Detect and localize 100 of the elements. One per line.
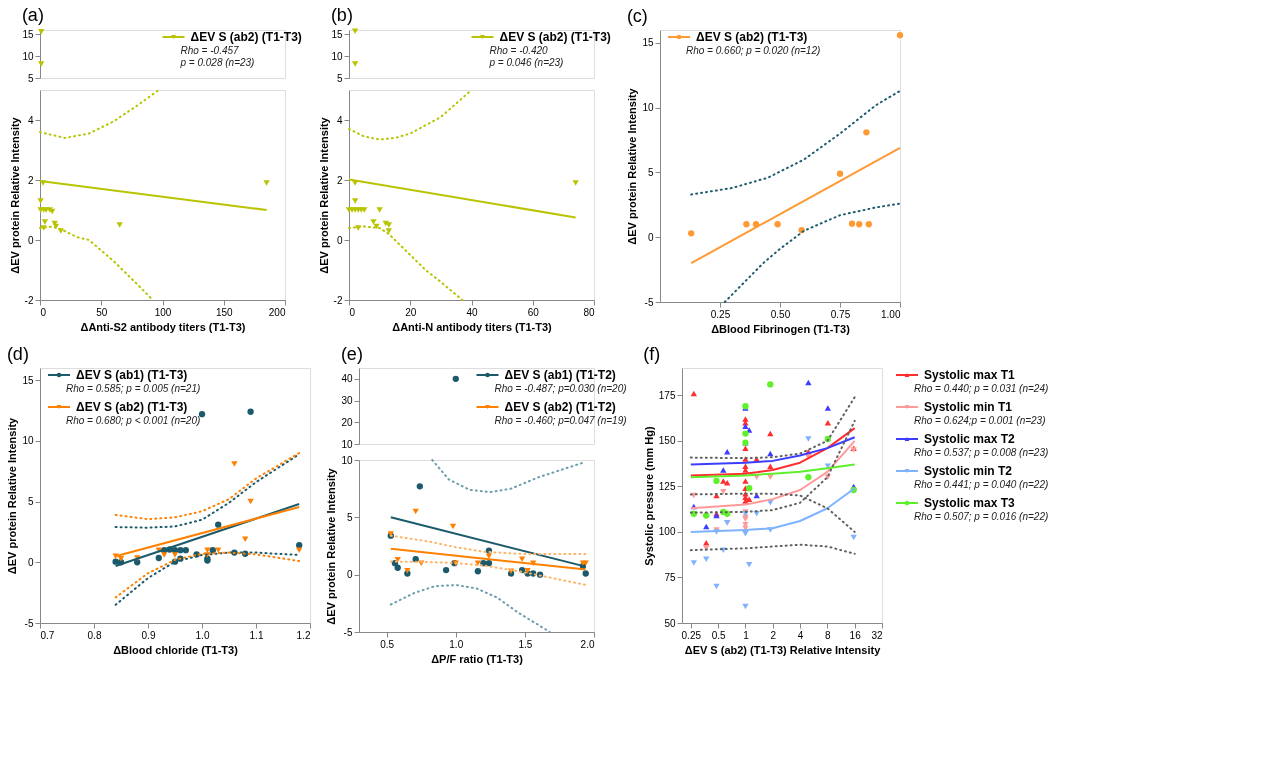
x-tick-label: 0.50 [770, 308, 791, 320]
chart-title: (e) [340, 344, 363, 364]
x-tick-label: 4 [797, 629, 804, 641]
x-tick-label: 1.0 [195, 629, 210, 641]
legend-label: Systolic min T2 [924, 464, 1013, 478]
x-tick-label: 0.25 [681, 629, 702, 641]
annotation: Rho = -0.460; p=0.047 (n=19) [494, 415, 627, 426]
x-axis-title: ΔAnti-N antibody titers (T1-T3) [392, 320, 553, 333]
y-tick-label: 10 [22, 435, 34, 447]
y-tick-label: 0 [647, 231, 654, 243]
y-tick-label: 5 [27, 72, 34, 84]
annotation: Rho = -0.457 [180, 45, 240, 56]
y-tick-label: 0 [27, 556, 34, 568]
y-tick-label: 125 [658, 480, 676, 492]
y-tick-label: 75 [664, 571, 676, 583]
y-tick-label: 10 [331, 50, 343, 62]
y-tick-label: 50 [664, 617, 676, 629]
annotation: Rho = -0.420 [489, 45, 549, 56]
annotation: p = 0.028 (n=23) [179, 57, 255, 68]
y-tick-label: 15 [331, 28, 343, 40]
y-tick-label: 5 [647, 166, 654, 178]
x-axis-title: ΔAnti-S2 antibody titers (T1-T3) [80, 320, 246, 333]
y-tick-label: 4 [27, 114, 34, 126]
y-tick-label: 5 [336, 72, 343, 84]
y-tick-label: 10 [341, 438, 353, 450]
annotation: Rho = 0.585; p = 0.005 (n=21) [66, 383, 201, 394]
x-tick-label: 1 [743, 629, 750, 641]
x-tick-label: 150 [215, 306, 234, 318]
y-tick-label: -5 [343, 626, 353, 638]
y-tick-label: -2 [333, 294, 343, 306]
x-tick-label: 16 [849, 629, 862, 641]
y-tick-label: 10 [642, 102, 654, 114]
x-tick-label: 40 [466, 306, 478, 318]
y-tick-label: -5 [24, 617, 34, 629]
legend-label: ΔEV S (ab2) (T1-T3) [499, 30, 611, 44]
x-tick-label: 1.00 [881, 308, 901, 320]
y-tick-label: 0 [336, 234, 343, 246]
y-tick-label: 15 [642, 37, 654, 49]
y-tick-label: 15 [22, 28, 34, 40]
y-tick-label: 10 [22, 50, 34, 62]
x-tick-label: 0.5 [380, 638, 395, 650]
legend-label: ΔEV S (ab1) (T1-T3) [76, 368, 188, 382]
legend-label: ΔEV S (ab1) (T1-T2) [504, 368, 616, 382]
y-tick-label: 2 [27, 174, 34, 186]
x-tick-label: 8 [825, 629, 832, 641]
x-tick-label: 80 [583, 306, 595, 318]
y-tick-label: 5 [27, 496, 34, 508]
y-tick-label: 100 [658, 526, 676, 538]
y-tick-label: 20 [341, 416, 353, 428]
y-tick-label: -5 [644, 296, 654, 308]
legend-label: ΔEV S (ab2) (T1-T2) [504, 400, 616, 414]
legend-label: ΔEV S (ab2) (T1-T3) [190, 30, 302, 44]
y-tick-label: 150 [658, 435, 676, 447]
chart-title: (d) [6, 344, 29, 364]
y-tick-label: 15 [22, 374, 34, 386]
x-tick-label: 0 [40, 306, 47, 318]
x-tick-label: 32 [871, 629, 883, 641]
y-tick-label: 0 [346, 569, 353, 581]
y-tick-label: 30 [341, 395, 353, 407]
text: Rho = 0.440; p = 0.031 (n=24) [914, 383, 1049, 394]
y-tick-label: 0 [27, 234, 34, 246]
x-tick-label: 1.5 [518, 638, 533, 650]
y-axis-title: ΔEV protein Relative Intensity [325, 467, 338, 625]
x-axis-title: ΔEV S (ab2) (T1-T3) Relative Intensity [684, 643, 882, 656]
y-tick-label: 2 [336, 174, 343, 186]
x-tick-label: 0.9 [141, 629, 156, 641]
legend-label: Systolic max T2 [924, 432, 1016, 446]
x-tick-label: 60 [527, 306, 540, 318]
y-tick-label: 40 [341, 373, 353, 385]
x-axis-title: ΔBlood Fibrinogen (T1-T3) [711, 322, 851, 335]
x-tick-label: 20 [405, 306, 417, 318]
x-tick-label: 50 [96, 306, 108, 318]
legend-label: Systolic max T3 [924, 496, 1016, 510]
x-tick-label: 1.2 [296, 629, 311, 641]
x-tick-label: 1.0 [449, 638, 464, 650]
x-tick-label: 0.7 [40, 629, 55, 641]
y-axis-title: Systolic pressure (mm Hg) [642, 425, 655, 566]
x-tick-label: 1.1 [249, 629, 264, 641]
text: Rho = 0.441; p = 0.040 (n=22) [914, 479, 1049, 490]
chart-title: (a) [21, 5, 44, 26]
x-axis-title: ΔBlood chloride (T1-T3) [113, 643, 239, 656]
annotation: p = 0.046 (n=23) [488, 57, 564, 68]
y-tick-label: 5 [346, 511, 353, 523]
text: Rho = 0.537; p = 0.008 (n=23) [914, 447, 1049, 458]
x-tick-label: 0.8 [87, 629, 102, 641]
chart-title: (c) [626, 6, 648, 26]
annotation: Rho = -0.487; p=0.030 (n=20) [494, 383, 627, 394]
x-tick-label: 0.25 [710, 308, 731, 320]
x-tick-label: 2.0 [580, 638, 595, 650]
chart-title: (b) [330, 4, 353, 25]
x-axis-title: ΔP/F ratio (T1-T3) [431, 652, 524, 665]
x-tick-label: 100 [154, 306, 172, 318]
text: Rho = 0.507; p = 0.016 (n=22) [914, 511, 1049, 522]
legend-label: ΔEV S (ab2) (T1-T3) [696, 30, 808, 44]
x-tick-label: 0.75 [830, 308, 851, 320]
y-axis-title: ΔEV protein Relative Intensity [317, 116, 330, 274]
y-tick-label: 175 [658, 389, 676, 401]
chart-title: (f) [643, 344, 661, 364]
y-axis-title: ΔEV protein Relative Intensity [8, 116, 21, 274]
legend-label: Systolic min T1 [924, 400, 1013, 414]
